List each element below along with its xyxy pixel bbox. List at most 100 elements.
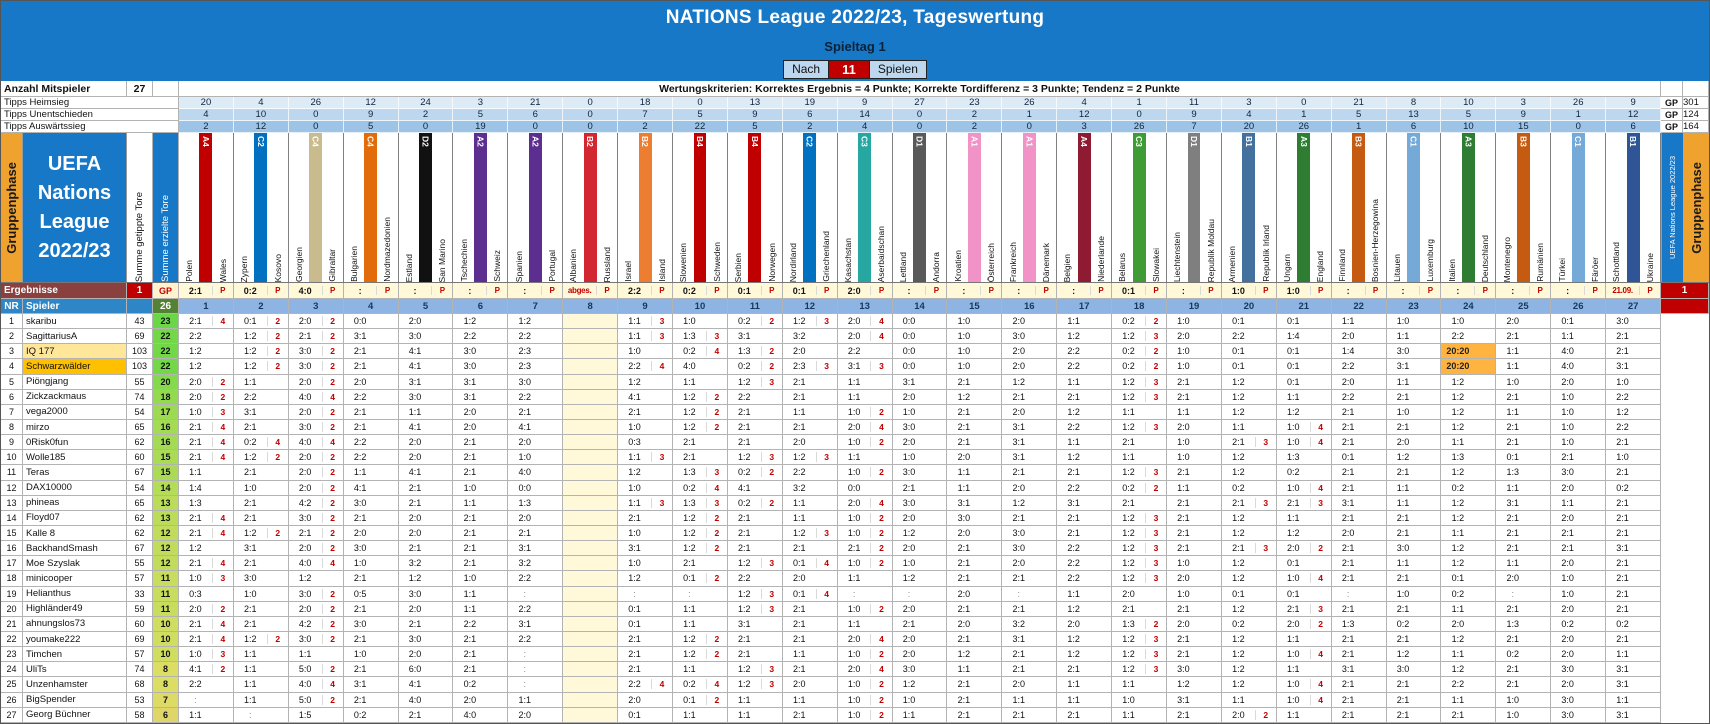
tip-cell[interactable]: 2:1 [453,556,509,572]
tip-cell[interactable]: 2:1 2 [837,541,893,557]
tip-cell[interactable]: 2:1 4 [179,314,234,330]
player-name-cell[interactable]: UliTs [23,662,127,678]
tip-cell[interactable]: 2:1 [1002,510,1058,526]
tip-cell[interactable]: 2:1 [1496,435,1552,451]
player-points-sum-cell[interactable]: 12 [153,556,179,572]
tip-cell[interactable]: 2:1 [1386,707,1442,723]
tip-cell[interactable] [563,329,619,345]
player-goals-sum-cell[interactable]: 69 [127,631,153,648]
tip-cell[interactable]: 0:0 [508,480,564,496]
tipp-count-cell[interactable]: 26 [288,97,344,109]
tipp-count-cell[interactable]: 4 [837,121,893,133]
tip-cell[interactable]: 1:2 [1441,404,1497,420]
tipp-count-cell[interactable]: 26 [1112,121,1168,133]
tip-cell[interactable]: 1:2 2 [673,525,728,542]
tip-cell[interactable]: 1:1 [1276,662,1332,678]
tip-cell[interactable]: 1:0 [1441,314,1497,330]
player-points-sum-cell[interactable]: 15 [153,450,179,466]
tip-cell[interactable]: 2:2 [453,616,509,632]
tip-cell[interactable]: 2:0 2 [288,601,344,617]
result-cell[interactable]: 0:1 P [782,283,838,299]
tip-cell[interactable]: 2:1 [1386,677,1442,693]
tip-cell[interactable]: 3:1 [1167,692,1222,708]
tip-cell[interactable]: 1:2 2 [233,329,289,345]
tip-cell[interactable]: 2:1 [1386,389,1442,405]
tip-cell[interactable]: 2:1 [453,525,509,542]
tip-cell[interactable]: 2:1 [453,541,509,557]
tip-cell[interactable]: 1:0 [233,586,289,602]
player-name-cell[interactable]: Georg Büchner [23,707,127,723]
tip-cell[interactable] [563,435,619,451]
gp-total[interactable]: 301 [1683,97,1709,109]
tip-cell[interactable]: 2:1 [233,495,289,511]
tip-cell[interactable]: 2:2 [1331,389,1387,405]
tip-cell[interactable]: 2:2 [1057,556,1113,572]
tip-cell[interactable]: 3:0 2 [288,510,344,526]
tip-cell[interactable]: 0:2 2 [1112,480,1168,496]
tip-cell[interactable]: 2:2 [727,389,783,405]
tip-cell[interactable]: 2:3 [508,344,564,360]
tipp-count-cell[interactable]: 18 [618,97,674,109]
result-cell[interactable]: 21.09. P [1606,283,1662,299]
tip-cell[interactable]: 0:1 [1221,586,1277,602]
tip-cell[interactable]: 1:2 [1221,647,1277,663]
tip-cell[interactable]: 3:0 [1002,329,1058,345]
player-points-sum-cell[interactable]: 22 [153,359,179,375]
tip-cell[interactable] [563,571,619,587]
tip-cell[interactable]: 1:2 [1441,374,1497,390]
tip-cell[interactable]: 2:1 [1331,677,1387,693]
tipp-count-cell[interactable]: 9 [727,109,783,121]
tipp-count-cell[interactable]: 0 [563,121,619,133]
tip-cell[interactable]: 1:3 [1441,450,1497,466]
tip-cell[interactable]: 1:1 [782,647,838,663]
tip-cell[interactable]: 1:2 [1002,374,1058,390]
result-cell[interactable]: 1:0 P [1276,283,1332,299]
tip-cell[interactable]: 3:1 [1606,677,1662,693]
tip-cell[interactable]: 1:1 [1276,631,1332,648]
player-goals-sum-cell[interactable]: 67 [127,541,153,557]
player-name-cell[interactable]: vega2000 [23,404,127,420]
tip-cell[interactable]: 2:1 [1496,601,1552,617]
tip-cell[interactable]: 1:0 [1551,404,1607,420]
tip-cell[interactable]: 2:1 4 [179,435,234,451]
tip-cell[interactable]: 1:1 [1057,586,1113,602]
tip-cell[interactable]: 2:1 [1386,465,1442,481]
player-goals-sum-cell[interactable]: 62 [127,510,153,526]
tip-cell[interactable]: : [837,586,893,602]
tip-cell[interactable]: 2:1 [782,631,838,648]
tip-cell[interactable]: 1:0 [453,571,509,587]
tip-cell[interactable]: 1:1 [453,586,509,602]
tip-cell[interactable]: 0:2 4 [233,435,289,451]
tip-cell[interactable]: 1:2 3 [727,586,783,602]
tip-cell[interactable]: 2:2 [1606,389,1662,405]
tip-cell[interactable]: 2:1 4 [179,510,234,526]
tip-cell[interactable]: 1:1 [673,616,728,632]
tip-cell[interactable]: 1:2 [398,571,454,587]
tip-cell[interactable]: 2:0 [343,374,399,390]
tip-cell[interactable]: 3:0 [1002,541,1058,557]
tipp-count-cell[interactable]: 1 [1331,121,1387,133]
tip-cell[interactable]: 3:1 [453,374,509,390]
tip-cell[interactable]: 4:2 2 [288,616,344,632]
tip-cell[interactable]: 3:0 [947,510,1003,526]
tip-cell[interactable]: 2:1 [343,344,399,360]
tip-cell[interactable]: 2:1 [1002,707,1058,723]
tip-cell[interactable]: 1:3 [508,495,564,511]
player-goals-sum-cell[interactable]: 33 [127,586,153,602]
tip-cell[interactable]: 2:3 3 [782,359,838,375]
result-cell[interactable]: :P [398,283,454,299]
tip-cell[interactable]: 3:0 [1606,314,1662,330]
tip-cell[interactable]: 1:2 [1386,450,1442,466]
tip-cell[interactable]: 1:1 [1496,556,1552,572]
result-cell[interactable]: 1:0 P [1221,283,1277,299]
tip-cell[interactable]: 1:1 [837,616,893,632]
tipp-count-cell[interactable]: 19 [782,97,838,109]
tip-cell[interactable]: 2:1 [233,616,289,632]
tip-cell[interactable]: 2:1 3 [1221,435,1277,451]
tip-cell[interactable]: 1:1 [1496,480,1552,496]
tip-cell[interactable]: 1:0 [618,525,674,542]
tip-cell[interactable]: 1:0 [892,450,948,466]
tip-cell[interactable]: 1:1 3 [618,329,674,345]
tip-cell[interactable]: 2:2 [1221,329,1277,345]
tip-cell[interactable]: 3:1 [508,541,564,557]
